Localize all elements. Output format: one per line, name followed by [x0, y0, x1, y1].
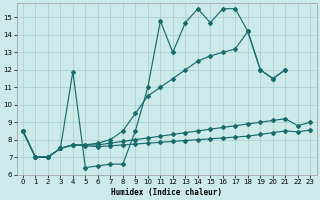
X-axis label: Humidex (Indice chaleur): Humidex (Indice chaleur): [111, 188, 222, 197]
